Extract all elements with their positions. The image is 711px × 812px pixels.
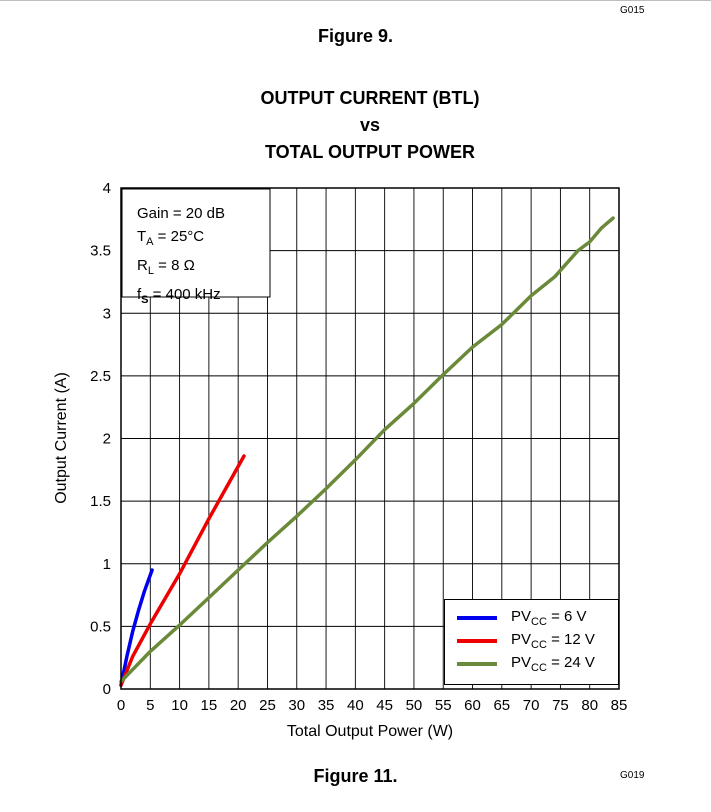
x-tick-label-4: 20	[230, 697, 247, 714]
x-tick-label-9: 45	[376, 697, 393, 714]
ta-condition: TA = 25°C	[137, 228, 205, 248]
y-tick-label-3: 1.5	[90, 493, 111, 510]
x-tick-label-5: 25	[259, 697, 276, 714]
x-tick-label-7: 35	[318, 697, 335, 714]
x-tick-label-13: 65	[493, 697, 510, 714]
series-line-1	[119, 454, 246, 687]
x-tick-label-17: 85	[611, 697, 628, 714]
x-tick-label-3: 15	[201, 697, 218, 714]
plot-frame	[120, 187, 620, 690]
x-axis-label: Total Output Power (W)	[287, 723, 453, 740]
y-tick-labels: 0 0.5 1 1.5 2 2.5 3 3.5 4	[90, 180, 111, 698]
y-tick-label-8: 4	[103, 180, 111, 197]
y-axis-label: Output Current (A)	[53, 372, 70, 504]
top-figure-code: G015	[620, 5, 645, 16]
x-tick-label-1: 5	[146, 697, 154, 714]
legend-item-6v: PVCC = 6 V	[457, 608, 587, 630]
x-tick-label-8: 40	[347, 697, 364, 714]
y-tick-label-6: 3	[103, 305, 111, 322]
x-tick-label-10: 50	[406, 697, 423, 714]
x-tick-labels: 0 5 10 15 20 25 30 35 40 45 50 55 60 65 70 75 80 85	[117, 697, 628, 714]
legend-label-12v: PVCC = 12 V	[511, 631, 595, 651]
figure-9-caption: Figure 9.	[317, 26, 393, 46]
rl-condition: RL = 8 Ω	[137, 257, 195, 277]
x-tick-label-15: 75	[552, 697, 569, 714]
x-tick-label-12: 60	[464, 697, 481, 714]
x-tick-label-6: 30	[288, 697, 305, 714]
legend-label-24v: PVCC = 24 V	[511, 654, 595, 674]
y-tick-label-5: 2.5	[90, 368, 111, 385]
y-tick-label-2: 1	[103, 556, 111, 573]
y-tick-label-0: 0	[103, 681, 111, 698]
y-tick-label-1: 0.5	[90, 618, 111, 635]
x-tick-label-0: 0	[117, 697, 125, 714]
legend-item-24v: PVCC = 24 V	[457, 654, 595, 676]
legend-label-6v: PVCC = 6 V	[511, 608, 587, 628]
legend-swatch-6v	[457, 616, 497, 620]
x-tick-label-11: 55	[435, 697, 452, 714]
gain-condition: Gain = 20 dB	[137, 205, 225, 222]
series-line-2	[119, 216, 615, 684]
top-rule	[0, 0, 711, 1]
legend-swatch-12v	[457, 639, 497, 643]
y-tick-label-4: 2	[103, 431, 111, 448]
series-layer	[119, 216, 615, 687]
x-tick-label-16: 80	[581, 697, 598, 714]
legend-item-12v: PVCC = 12 V	[457, 631, 595, 653]
series-line-0	[119, 568, 154, 687]
conditions-box: Gain = 20 dB TA = 25°C RL = 8 Ω fS = 400…	[137, 202, 225, 312]
bottom-figure-code: G019	[620, 770, 645, 781]
legend-swatch-24v	[457, 662, 497, 666]
figure-11-caption: Figure 11.	[313, 766, 398, 786]
x-tick-label-14: 70	[523, 697, 540, 714]
chart-title-line-1: OUTPUT CURRENT (BTL)	[260, 88, 480, 108]
chart-title-line-2: vs	[359, 115, 381, 135]
chart-title-line-3: TOTAL OUTPUT POWER	[265, 142, 475, 162]
fs-condition: fS = 400 kHz	[137, 286, 221, 306]
x-tick-label-2: 10	[171, 697, 188, 714]
y-tick-label-7: 3.5	[90, 243, 111, 260]
legend: PVCC = 6 V PVCC = 12 V PVCC = 24 V	[444, 599, 619, 685]
conditions-box-background	[121, 188, 271, 298]
